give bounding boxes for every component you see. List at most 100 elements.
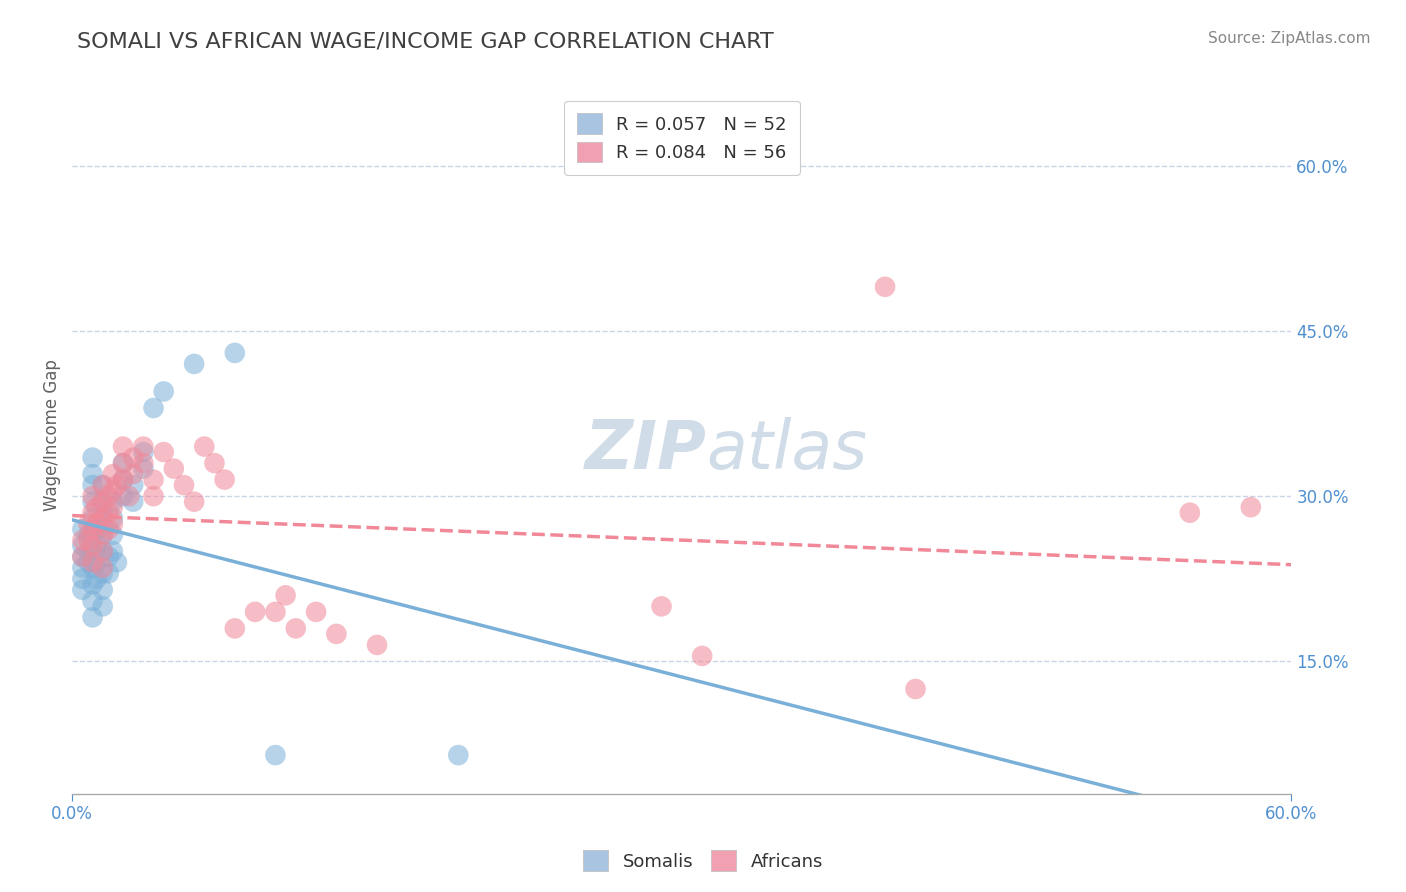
- Point: [77, 544, 100, 558]
- Point: [82, 467, 104, 482]
- Point: [77, 527, 100, 541]
- Point: [873, 280, 896, 294]
- Point: [101, 527, 124, 541]
- Point: [91, 478, 114, 492]
- Point: [243, 605, 266, 619]
- Point: [274, 588, 297, 602]
- Point: [142, 401, 165, 415]
- Point: [101, 483, 124, 498]
- Point: [101, 467, 124, 482]
- Point: [72, 539, 94, 553]
- Legend: Somalis, Africans: Somalis, Africans: [575, 843, 831, 879]
- Point: [1178, 506, 1201, 520]
- Point: [447, 748, 470, 763]
- Point: [82, 577, 104, 591]
- Point: [224, 621, 246, 635]
- Text: ZIP: ZIP: [585, 417, 706, 483]
- Point: [82, 594, 104, 608]
- Point: [97, 522, 120, 536]
- Point: [132, 461, 155, 475]
- Point: [152, 445, 174, 459]
- Y-axis label: Wage/Income Gap: Wage/Income Gap: [44, 359, 60, 511]
- Point: [82, 561, 104, 575]
- Point: [112, 440, 135, 454]
- Point: [91, 494, 114, 508]
- Legend: R = 0.057   N = 52, R = 0.084   N = 56: R = 0.057 N = 52, R = 0.084 N = 56: [564, 101, 800, 175]
- Point: [91, 566, 114, 581]
- Point: [82, 522, 104, 536]
- Point: [82, 494, 104, 508]
- Point: [72, 582, 94, 597]
- Point: [112, 489, 135, 503]
- Point: [101, 511, 124, 525]
- Point: [325, 627, 347, 641]
- Point: [101, 544, 124, 558]
- Point: [173, 478, 195, 492]
- Point: [101, 494, 124, 508]
- Point: [904, 681, 927, 696]
- Point: [690, 648, 713, 663]
- Point: [86, 572, 108, 586]
- Point: [152, 384, 174, 399]
- Point: [264, 605, 287, 619]
- Point: [122, 450, 145, 465]
- Point: [86, 500, 108, 515]
- Point: [163, 461, 186, 475]
- Point: [284, 621, 307, 635]
- Point: [86, 516, 108, 531]
- Point: [82, 539, 104, 553]
- Point: [72, 549, 94, 564]
- Point: [72, 572, 94, 586]
- Point: [105, 555, 128, 569]
- Text: SOMALI VS AFRICAN WAGE/INCOME GAP CORRELATION CHART: SOMALI VS AFRICAN WAGE/INCOME GAP CORREL…: [77, 31, 775, 51]
- Point: [112, 456, 135, 470]
- Point: [193, 440, 215, 454]
- Point: [112, 456, 135, 470]
- Text: Source: ZipAtlas.com: Source: ZipAtlas.com: [1208, 31, 1371, 46]
- Point: [183, 357, 205, 371]
- Point: [91, 527, 114, 541]
- Point: [122, 478, 145, 492]
- Point: [91, 544, 114, 558]
- Point: [77, 555, 100, 569]
- Point: [101, 516, 124, 531]
- Text: atlas: atlas: [706, 417, 868, 483]
- Point: [86, 522, 108, 536]
- Point: [82, 511, 104, 525]
- Point: [91, 494, 114, 508]
- Point: [142, 473, 165, 487]
- Point: [82, 450, 104, 465]
- Point: [82, 478, 104, 492]
- Point: [86, 555, 108, 569]
- Point: [77, 516, 100, 531]
- Point: [118, 489, 141, 503]
- Point: [82, 610, 104, 624]
- Point: [132, 440, 155, 454]
- Point: [264, 748, 287, 763]
- Point: [214, 473, 236, 487]
- Point: [122, 467, 145, 482]
- Point: [82, 555, 104, 569]
- Point: [132, 445, 155, 459]
- Point: [651, 599, 673, 614]
- Point: [72, 522, 94, 536]
- Point: [91, 599, 114, 614]
- Point: [91, 582, 114, 597]
- Point: [112, 473, 135, 487]
- Point: [224, 346, 246, 360]
- Point: [82, 506, 104, 520]
- Point: [1240, 500, 1263, 515]
- Point: [91, 544, 114, 558]
- Point: [97, 506, 120, 520]
- Point: [82, 544, 104, 558]
- Point: [91, 561, 114, 575]
- Point: [97, 489, 120, 503]
- Point: [305, 605, 328, 619]
- Point: [112, 473, 135, 487]
- Point: [91, 511, 114, 525]
- Point: [97, 549, 120, 564]
- Point: [122, 494, 145, 508]
- Point: [82, 527, 104, 541]
- Point: [97, 566, 120, 581]
- Point: [183, 494, 205, 508]
